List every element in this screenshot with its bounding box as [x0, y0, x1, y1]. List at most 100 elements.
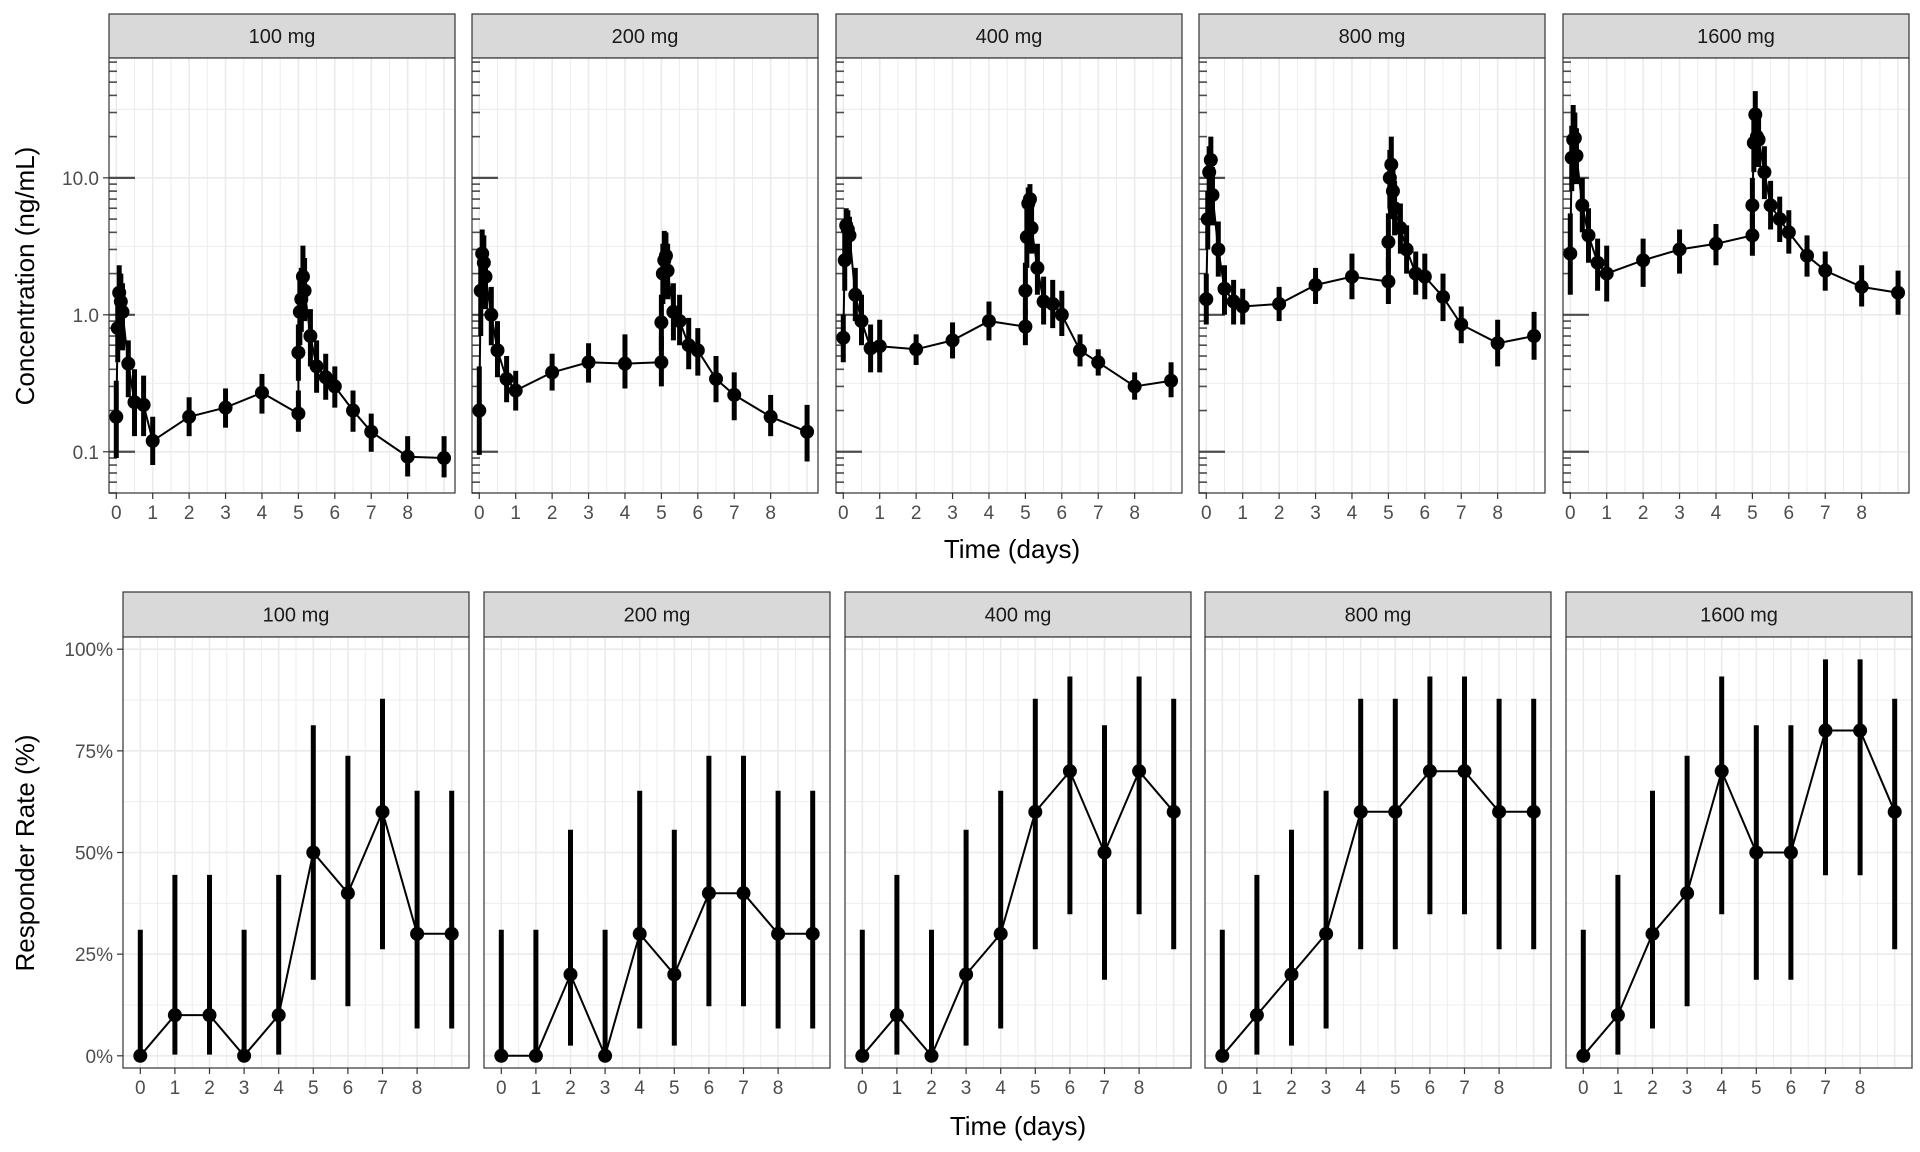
x-tick-label: 8: [412, 1078, 423, 1099]
y-tick-label: 75%: [75, 742, 113, 763]
data-point: [478, 269, 493, 284]
x-tick-label: 0: [838, 503, 849, 524]
x-tick-label: 1: [531, 1078, 542, 1099]
data-point: [318, 370, 333, 385]
data-point: [1708, 236, 1723, 251]
facet-strip-label: 100 mg: [249, 26, 316, 48]
x-tick-label: 3: [1682, 1078, 1693, 1099]
data-point: [1054, 307, 1069, 322]
panel-border: [483, 636, 831, 1069]
data-point: [1749, 845, 1764, 860]
x-tick-label: 3: [1310, 503, 1321, 524]
data-point: [476, 255, 491, 270]
x-tick-label: 1: [510, 503, 521, 524]
data-point: [800, 424, 815, 439]
data-point: [508, 383, 523, 398]
x-tick-label: 8: [1856, 503, 1867, 524]
data-point: [763, 409, 778, 424]
data-point: [1748, 107, 1763, 122]
data-point: [306, 845, 321, 860]
panel-background: [1563, 58, 1909, 493]
data-point: [410, 926, 425, 941]
data-point: [1387, 201, 1402, 216]
x-tick-label: 1: [1613, 1078, 1624, 1099]
data-point: [110, 321, 125, 336]
data-point: [563, 967, 578, 982]
data-point: [271, 1008, 286, 1023]
data-point: [218, 400, 233, 415]
data-point: [1045, 296, 1060, 311]
x-tick-label: 4: [984, 503, 995, 524]
x-tick-label: 3: [220, 503, 231, 524]
data-point: [855, 1048, 870, 1063]
x-tick-label: 7: [377, 1078, 388, 1099]
data-point: [1381, 235, 1396, 250]
data-point: [924, 1048, 939, 1063]
x-tick-label: 1: [170, 1078, 181, 1099]
x-tick-label: 8: [1129, 503, 1140, 524]
data-point: [113, 294, 128, 309]
data-point: [1272, 296, 1287, 311]
data-point: [444, 926, 459, 941]
data-point: [254, 385, 269, 400]
data-point: [854, 314, 869, 329]
x-tick-label: 5: [669, 1078, 680, 1099]
data-point: [993, 926, 1008, 941]
x-tick-label: 5: [1751, 1078, 1762, 1099]
facet-strip-label: 400 mg: [985, 605, 1052, 627]
bottom-y-axis-title: Responder Rate (%): [10, 735, 40, 972]
x-tick-label: 7: [1820, 1078, 1831, 1099]
x-tick-label: 7: [738, 1078, 749, 1099]
data-point: [1645, 926, 1660, 941]
x-tick-label: 6: [343, 1078, 354, 1099]
x-tick-label: 3: [947, 503, 958, 524]
panel-border: [108, 57, 456, 494]
x-tick-label: 5: [1020, 503, 1031, 524]
facet-strip: [483, 591, 831, 638]
data-point: [1393, 221, 1408, 236]
data-point: [690, 343, 705, 358]
concentration-panel-4: 800 mg 0 1 2 3 4 5 6 7 8: [1198, 13, 1546, 524]
data-point: [375, 804, 390, 819]
data-point: [494, 1048, 509, 1063]
data-point: [1235, 299, 1250, 314]
series-line: [501, 892, 813, 1059]
data-point: [327, 379, 342, 394]
x-tick-label: 3: [239, 1078, 250, 1099]
data-point: [1887, 804, 1902, 819]
panel-border: [1204, 636, 1552, 1069]
x-tick-label: 4: [620, 503, 631, 524]
data-point: [1490, 336, 1505, 351]
concentration-panel-1: 100 mg 0 1 2 3 4 5 6 7 8 0.1 1.0 10.0: [62, 13, 456, 524]
series-line: [1582, 729, 1896, 1057]
data-point: [672, 314, 687, 329]
data-point: [473, 283, 488, 298]
x-tick-label: 7: [1456, 503, 1467, 524]
x-tick-label: 8: [765, 503, 776, 524]
facet-strip-label: 100 mg: [263, 605, 330, 627]
data-point: [1211, 242, 1226, 257]
data-point: [1590, 255, 1605, 270]
data-point: [1097, 845, 1112, 860]
panel-background: [472, 58, 818, 493]
data-point: [1319, 926, 1334, 941]
data-point: [1567, 131, 1582, 146]
data-point: [1672, 242, 1687, 257]
responder-panel-3: 400 mg 0 1 2 3 4 5 6 7 8: [844, 591, 1192, 1099]
data-point: [182, 409, 197, 424]
data-point: [1422, 764, 1437, 779]
data-point: [727, 387, 742, 402]
x-tick-label: 4: [1355, 1078, 1366, 1099]
facet-strip: [844, 591, 1192, 638]
data-point: [1200, 212, 1215, 227]
y-tick-label: 10.0: [62, 169, 99, 190]
facet-strip-label: 200 mg: [612, 26, 679, 48]
data-point: [1381, 274, 1396, 289]
data-point: [1745, 198, 1760, 213]
x-tick-label: 3: [1321, 1078, 1332, 1099]
y-tick-label: 100%: [64, 640, 113, 661]
facet-strip-label: 1600 mg: [1700, 605, 1778, 627]
data-point: [1388, 804, 1403, 819]
panel-border: [1562, 57, 1910, 494]
series-line: [861, 769, 1175, 1058]
